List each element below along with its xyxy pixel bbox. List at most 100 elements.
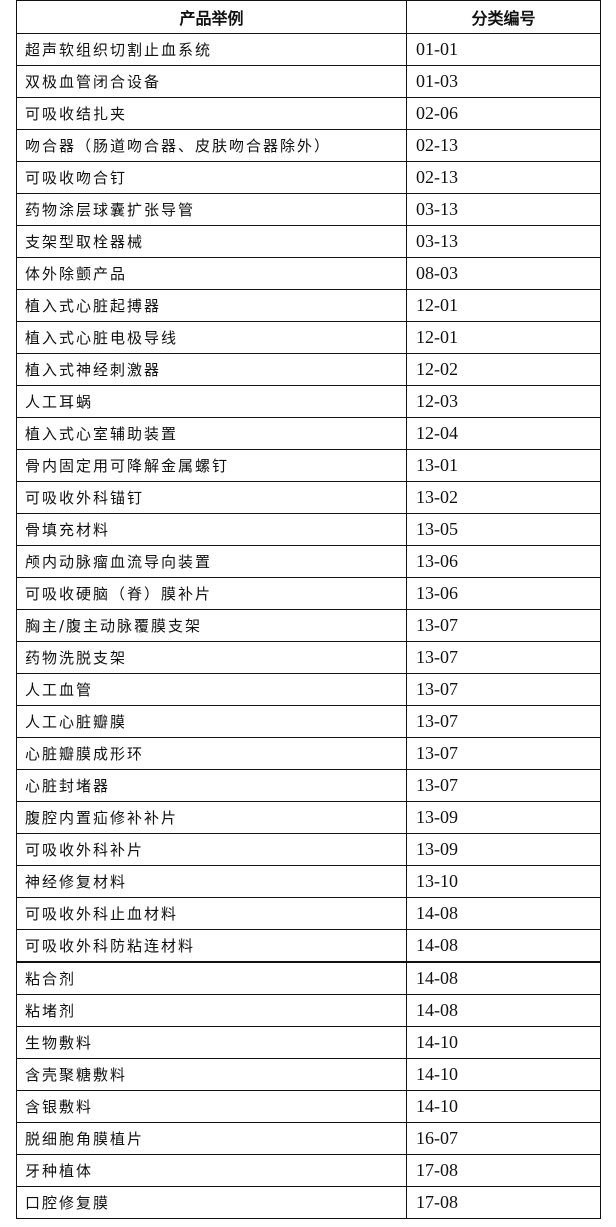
table-row: 支架型取栓器械 03-13 xyxy=(16,225,601,258)
classification-code-cell: 03-13 xyxy=(406,193,601,226)
classification-code-cell: 02-13 xyxy=(406,161,601,194)
table-row: 颅内动脉瘤血流导向装置 13-06 xyxy=(16,545,601,578)
classification-code-cell: 13-07 xyxy=(406,769,601,802)
product-name-cell: 粘堵剂 xyxy=(16,994,407,1027)
product-name-cell: 支架型取栓器械 xyxy=(16,225,407,258)
product-name-cell: 植入式心室辅助装置 xyxy=(16,417,407,450)
table-row: 可吸收外科止血材料 14-08 xyxy=(16,897,601,930)
product-name-cell: 可吸收外科补片 xyxy=(16,833,407,866)
classification-code-cell: 14-08 xyxy=(406,897,601,930)
product-name-cell: 心脏封堵器 xyxy=(16,769,407,802)
table-row: 心脏瓣膜成形环 13-07 xyxy=(16,737,601,770)
product-name-cell: 颅内动脉瘤血流导向装置 xyxy=(16,545,407,578)
table-row: 双极血管闭合设备 01-03 xyxy=(16,65,601,98)
table-row: 神经修复材料 13-10 xyxy=(16,865,601,898)
classification-code-cell: 13-05 xyxy=(406,513,601,546)
classification-code-cell: 08-03 xyxy=(406,257,601,290)
classification-code-cell: 17-08 xyxy=(406,1154,601,1187)
classification-code-cell: 01-03 xyxy=(406,65,601,98)
product-name-cell: 可吸收吻合钉 xyxy=(16,161,407,194)
product-name-cell: 牙种植体 xyxy=(16,1154,407,1187)
table-row: 口腔修复膜 17-08 xyxy=(16,1186,601,1219)
table-row: 人工耳蜗 12-03 xyxy=(16,385,601,418)
classification-code-cell: 13-09 xyxy=(406,801,601,834)
product-name-cell: 可吸收结扎夹 xyxy=(16,97,407,130)
table-row: 粘合剂 14-08 xyxy=(16,961,601,995)
table-row: 超声软组织切割止血系统 01-01 xyxy=(16,33,601,66)
table-row: 人工血管 13-07 xyxy=(16,673,601,706)
classification-code-cell: 01-01 xyxy=(406,33,601,66)
table-row: 植入式心脏电极导线 12-01 xyxy=(16,321,601,354)
classification-code-cell: 14-08 xyxy=(406,929,601,963)
product-name-cell: 可吸收外科锚钉 xyxy=(16,481,407,514)
classification-code-cell: 13-01 xyxy=(406,449,601,482)
product-name-cell: 心脏瓣膜成形环 xyxy=(16,737,407,770)
classification-code-cell: 03-13 xyxy=(406,225,601,258)
product-name-cell: 脱细胞角膜植片 xyxy=(16,1122,407,1155)
table-row: 可吸收硬脑（脊）膜补片 13-06 xyxy=(16,577,601,610)
classification-code-cell: 13-07 xyxy=(406,609,601,642)
product-name-cell: 生物敷料 xyxy=(16,1026,407,1059)
table-row: 植入式神经刺激器 12-02 xyxy=(16,353,601,386)
header-product-example: 产品举例 xyxy=(16,0,407,34)
classification-code-cell: 12-04 xyxy=(406,417,601,450)
product-name-cell: 含银敷料 xyxy=(16,1090,407,1123)
classification-code-cell: 13-02 xyxy=(406,481,601,514)
classification-code-cell: 13-07 xyxy=(406,705,601,738)
product-name-cell: 可吸收硬脑（脊）膜补片 xyxy=(16,577,407,610)
classification-code-cell: 13-07 xyxy=(406,641,601,674)
table-row: 含壳聚糖敷料 14-10 xyxy=(16,1058,601,1091)
classification-code-cell: 12-03 xyxy=(406,385,601,418)
classification-code-cell: 14-10 xyxy=(406,1026,601,1059)
product-name-cell: 含壳聚糖敷料 xyxy=(16,1058,407,1091)
table-row: 含银敷料 14-10 xyxy=(16,1090,601,1123)
product-name-cell: 超声软组织切割止血系统 xyxy=(16,33,407,66)
classification-code-cell: 14-10 xyxy=(406,1090,601,1123)
table-row: 药物涂层球囊扩张导管 03-13 xyxy=(16,193,601,226)
table-row: 植入式心脏起搏器 12-01 xyxy=(16,289,601,322)
table-row: 骨填充材料 13-05 xyxy=(16,513,601,546)
header-classification-code: 分类编号 xyxy=(406,0,601,34)
table-row: 脱细胞角膜植片 16-07 xyxy=(16,1122,601,1155)
table-row: 心脏封堵器 13-07 xyxy=(16,769,601,802)
table-row: 体外除颤产品 08-03 xyxy=(16,257,601,290)
product-name-cell: 胸主/腹主动脉覆膜支架 xyxy=(16,609,407,642)
table-row: 药物洗脱支架 13-07 xyxy=(16,641,601,674)
classification-code-cell: 14-10 xyxy=(406,1058,601,1091)
classification-code-cell: 17-08 xyxy=(406,1186,601,1219)
product-name-cell: 植入式神经刺激器 xyxy=(16,353,407,386)
product-name-cell: 药物洗脱支架 xyxy=(16,641,407,674)
classification-code-cell: 02-06 xyxy=(406,97,601,130)
table-row: 粘堵剂 14-08 xyxy=(16,994,601,1027)
classification-code-cell: 14-08 xyxy=(406,961,601,995)
product-name-cell: 吻合器（肠道吻合器、皮肤吻合器除外） xyxy=(16,129,407,162)
header-row: 产品举例 分类编号 xyxy=(16,0,601,34)
table-row: 植入式心室辅助装置 12-04 xyxy=(16,417,601,450)
classification-code-cell: 12-01 xyxy=(406,321,601,354)
classification-code-cell: 13-10 xyxy=(406,865,601,898)
table-body: 超声软组织切割止血系统 01-01 双极血管闭合设备 01-03 可吸收结扎夹 02-06… xyxy=(16,33,601,1219)
product-name-cell: 植入式心脏起搏器 xyxy=(16,289,407,322)
classification-code-cell: 02-13 xyxy=(406,129,601,162)
classification-code-cell: 13-06 xyxy=(406,577,601,610)
product-name-cell: 口腔修复膜 xyxy=(16,1186,407,1219)
classification-code-cell: 12-02 xyxy=(406,353,601,386)
table-row: 人工心脏瓣膜 13-07 xyxy=(16,705,601,738)
product-name-cell: 神经修复材料 xyxy=(16,865,407,898)
table-row: 胸主/腹主动脉覆膜支架 13-07 xyxy=(16,609,601,642)
classification-code-cell: 16-07 xyxy=(406,1122,601,1155)
table-row: 腹腔内置疝修补补片 13-09 xyxy=(16,801,601,834)
product-name-cell: 可吸收外科防粘连材料 xyxy=(16,929,407,963)
product-name-cell: 药物涂层球囊扩张导管 xyxy=(16,193,407,226)
table-row: 牙种植体 17-08 xyxy=(16,1154,601,1187)
classification-code-cell: 13-07 xyxy=(406,737,601,770)
product-name-cell: 人工血管 xyxy=(16,673,407,706)
table-row: 骨内固定用可降解金属螺钉 13-01 xyxy=(16,449,601,482)
table-row: 可吸收结扎夹 02-06 xyxy=(16,97,601,130)
classification-code-cell: 14-08 xyxy=(406,994,601,1027)
product-name-cell: 腹腔内置疝修补补片 xyxy=(16,801,407,834)
table-row: 可吸收外科补片 13-09 xyxy=(16,833,601,866)
product-name-cell: 人工心脏瓣膜 xyxy=(16,705,407,738)
table-row: 可吸收吻合钉 02-13 xyxy=(16,161,601,194)
product-name-cell: 粘合剂 xyxy=(16,961,407,995)
